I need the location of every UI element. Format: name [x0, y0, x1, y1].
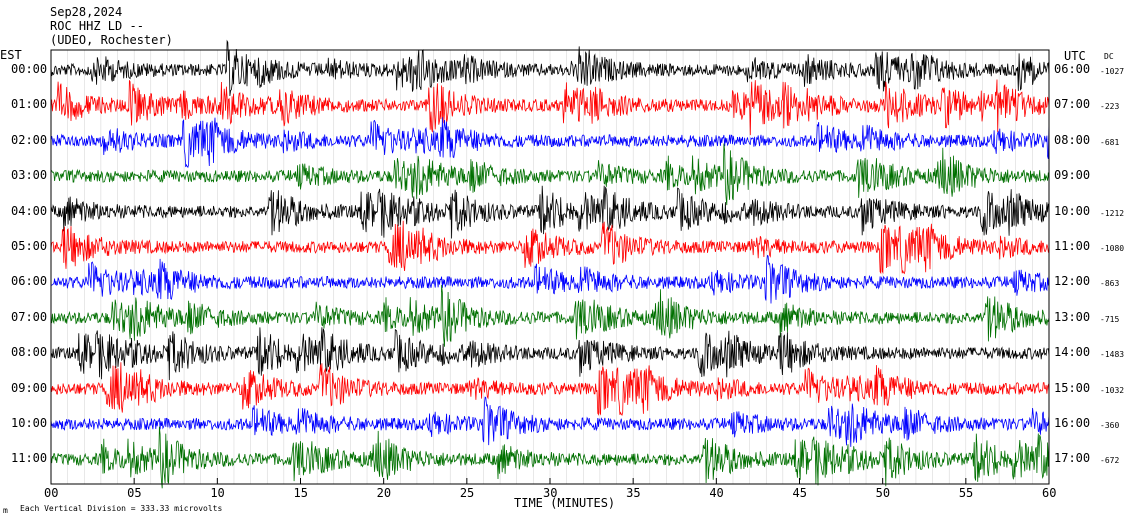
utc-label: 10:00	[1054, 203, 1091, 218]
dc-label: -1483	[1100, 350, 1125, 360]
est-label: 02:00	[11, 132, 48, 147]
header-date: Sep28,2024	[50, 5, 123, 19]
trace-row-0700	[50, 285, 1050, 347]
dc-label: -1080	[1100, 244, 1125, 253]
x-tick-label: 55	[958, 486, 974, 500]
dc-label: -672	[1100, 456, 1120, 466]
est-label: 08:00	[11, 345, 48, 360]
dc-label: -681	[1100, 137, 1120, 147]
utc-label: 06:00	[1054, 62, 1091, 76]
trace-row-1000	[50, 396, 1050, 447]
trace-row-0800	[50, 327, 1050, 381]
est-label: 03:00	[11, 168, 48, 183]
utc-label: 16:00	[1054, 416, 1091, 430]
dc-label: -863	[1100, 279, 1120, 289]
utc-label: 15:00	[1054, 380, 1091, 395]
utc-label: 08:00	[1054, 132, 1091, 147]
trace-row-0600	[50, 254, 1050, 304]
est-label: 07:00	[11, 309, 48, 324]
dc-header-label: DC	[1104, 52, 1114, 61]
utc-label: 17:00	[1054, 451, 1091, 466]
utc-label: 07:00	[1054, 97, 1091, 112]
x-tick-label: 20	[376, 486, 392, 500]
seismic-traces	[50, 39, 1050, 489]
x-tick-label: 05	[127, 486, 142, 500]
right-timezone-label: UTC	[1064, 49, 1086, 63]
x-tick-label: 25	[459, 486, 475, 500]
x-tick-label: 30	[543, 486, 558, 500]
x-tick-label: 50	[875, 486, 891, 500]
utc-label: 11:00	[1054, 239, 1091, 253]
scale-note: Each Vertical Division = 333.33 microvol…	[20, 504, 223, 513]
est-label: 11:00	[11, 451, 48, 466]
x-tick-label: 60	[1042, 486, 1057, 500]
trace-row-0200	[50, 117, 1050, 169]
x-tick-label: 10	[210, 486, 225, 500]
dc-label: -1032	[1100, 385, 1125, 395]
dc-label: -715	[1100, 314, 1120, 324]
utc-label: 14:00	[1054, 345, 1091, 360]
x-axis-title: TIME (MINUTES)	[514, 496, 616, 510]
header-station: ROC HHZ LD --	[50, 19, 144, 33]
trace-row-0300	[50, 143, 1050, 206]
est-label: 10:00	[11, 416, 48, 430]
dc-label: -1212	[1100, 208, 1125, 218]
x-tick-label: 00	[44, 486, 59, 500]
x-tick-label: 15	[293, 486, 308, 500]
trace-row-0100	[50, 79, 1050, 136]
trace-row-0900	[50, 362, 1050, 416]
trace-row-1100	[50, 426, 1050, 489]
est-label: 09:00	[11, 380, 48, 395]
trace-row-0400	[50, 185, 1050, 239]
left-timezone-label: EST	[0, 48, 22, 62]
est-label: 04:00	[11, 203, 48, 218]
x-tick-label: 35	[626, 486, 641, 500]
utc-label: 13:00	[1054, 309, 1091, 324]
utc-label: 12:00	[1054, 274, 1091, 289]
x-tick-label: 40	[709, 486, 724, 500]
x-tick-label: 45	[792, 486, 807, 500]
utc-label: 09:00	[1054, 168, 1091, 183]
dc-label: -360	[1100, 421, 1120, 430]
trace-row-0000	[50, 39, 1050, 97]
time-axis-ticks	[50, 478, 1050, 484]
est-label: 01:00	[11, 97, 48, 112]
est-label: 05:00	[11, 239, 48, 253]
corner-mark: m	[3, 506, 8, 515]
est-label: 00:00	[11, 62, 48, 76]
minute-gridlines	[67, 50, 1033, 484]
est-label: 06:00	[11, 274, 48, 289]
trace-row-0500	[50, 220, 1050, 275]
dc-label: -223	[1100, 102, 1120, 112]
header-location: (UDEO, Rochester)	[50, 33, 173, 47]
dc-label: -1027	[1100, 67, 1125, 76]
